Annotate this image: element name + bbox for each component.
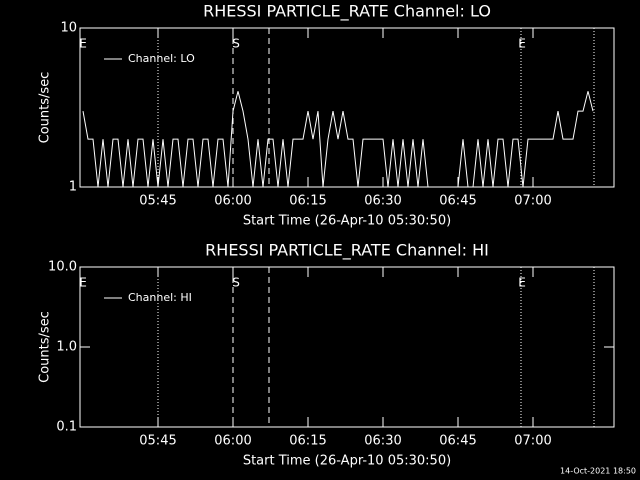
x-tick-label: 05:45: [139, 194, 176, 209]
chart-title: RHESSI PARTICLE_RATE Channel: HI: [205, 241, 489, 261]
x-tick-label: 06:30: [364, 434, 401, 449]
x-tick-label: 06:45: [439, 194, 476, 209]
flag-label: E: [79, 37, 87, 51]
y-tick-label: 1: [69, 180, 77, 195]
x-tick-label: 07:00: [514, 434, 551, 449]
x-tick-label: 06:30: [364, 194, 401, 209]
x-axis-label: Start Time (26-Apr-10 05:30:50): [243, 214, 451, 229]
legend-label: Channel: LO: [128, 52, 195, 65]
x-tick-label: 05:45: [139, 434, 176, 449]
y-tick-label: 0.1: [56, 420, 77, 435]
flag-label: S: [232, 276, 240, 290]
x-tick-label: 06:45: [439, 434, 476, 449]
legend-label: Channel: HI: [128, 291, 192, 304]
timestamp: 14-Oct-2021 18:50: [560, 467, 636, 476]
flag-label: E: [518, 276, 526, 290]
y-axis-label: Counts/sec: [38, 72, 53, 144]
x-tick-label: 06:00: [214, 194, 251, 209]
y-tick-label: 10: [60, 21, 77, 36]
flag-label: S: [232, 37, 240, 51]
y-axis-label: Counts/sec: [38, 311, 53, 383]
flag-label: E: [79, 276, 87, 290]
data-line: [82, 91, 594, 188]
x-tick-label: 06:15: [289, 434, 326, 449]
x-tick-label: 06:00: [214, 434, 251, 449]
plot-frame: [79, 27, 615, 188]
flag-label: E: [518, 37, 526, 51]
x-tick-label: 07:00: [514, 194, 551, 209]
x-axis-label: Start Time (26-Apr-10 05:30:50): [243, 454, 451, 469]
y-tick-label: 10.0: [48, 260, 77, 275]
y-tick-label: 1.0: [56, 340, 77, 355]
chart-title: RHESSI PARTICLE_RATE Channel: LO: [203, 2, 491, 22]
x-tick-label: 06:15: [289, 194, 326, 209]
